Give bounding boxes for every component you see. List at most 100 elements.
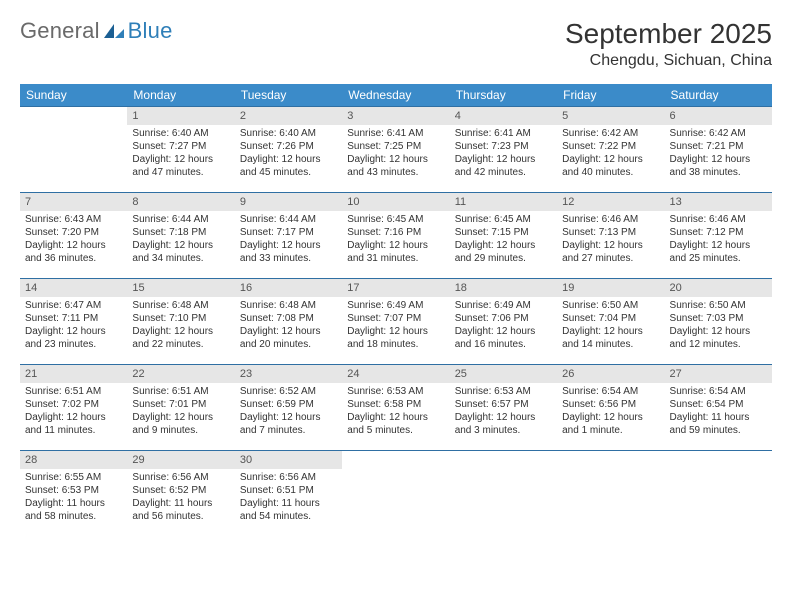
day-cell: 10Sunrise: 6:45 AMSunset: 7:16 PMDayligh… bbox=[342, 193, 449, 279]
sunset-text: Sunset: 7:22 PM bbox=[562, 140, 659, 153]
sunrise-text: Sunrise: 6:55 AM bbox=[25, 471, 122, 484]
day-number: 24 bbox=[342, 365, 449, 383]
title-block: September 2025 Chengdu, Sichuan, China bbox=[565, 18, 772, 70]
day-details: Sunrise: 6:40 AMSunset: 7:27 PMDaylight:… bbox=[127, 125, 234, 183]
day-number: 11 bbox=[450, 193, 557, 211]
day-details: Sunrise: 6:56 AMSunset: 6:52 PMDaylight:… bbox=[127, 469, 234, 527]
day-cell: .. bbox=[665, 451, 772, 537]
sunrise-text: Sunrise: 6:52 AM bbox=[240, 385, 337, 398]
day-details: Sunrise: 6:47 AMSunset: 7:11 PMDaylight:… bbox=[20, 297, 127, 355]
sunrise-text: Sunrise: 6:40 AM bbox=[240, 127, 337, 140]
sunrise-text: Sunrise: 6:48 AM bbox=[240, 299, 337, 312]
day-details: Sunrise: 6:44 AMSunset: 7:17 PMDaylight:… bbox=[235, 211, 342, 269]
day-number: 9 bbox=[235, 193, 342, 211]
sunset-text: Sunset: 6:53 PM bbox=[25, 484, 122, 497]
day-number: 30 bbox=[235, 451, 342, 469]
sunset-text: Sunset: 7:20 PM bbox=[25, 226, 122, 239]
daylight-text: Daylight: 12 hours and 36 minutes. bbox=[25, 239, 122, 265]
day-number: 19 bbox=[557, 279, 664, 297]
day-number: 8 bbox=[127, 193, 234, 211]
daylight-text: Daylight: 12 hours and 47 minutes. bbox=[132, 153, 229, 179]
daylight-text: Daylight: 12 hours and 33 minutes. bbox=[240, 239, 337, 265]
sunrise-text: Sunrise: 6:56 AM bbox=[132, 471, 229, 484]
daylight-text: Daylight: 12 hours and 16 minutes. bbox=[455, 325, 552, 351]
sunrise-text: Sunrise: 6:45 AM bbox=[455, 213, 552, 226]
sunrise-text: Sunrise: 6:45 AM bbox=[347, 213, 444, 226]
sunset-text: Sunset: 7:18 PM bbox=[132, 226, 229, 239]
day-cell: 15Sunrise: 6:48 AMSunset: 7:10 PMDayligh… bbox=[127, 279, 234, 365]
day-details: Sunrise: 6:46 AMSunset: 7:12 PMDaylight:… bbox=[665, 211, 772, 269]
daylight-text: Daylight: 12 hours and 38 minutes. bbox=[670, 153, 767, 179]
daylight-text: Daylight: 12 hours and 27 minutes. bbox=[562, 239, 659, 265]
brand-part1: General bbox=[20, 18, 100, 44]
day-cell: 11Sunrise: 6:45 AMSunset: 7:15 PMDayligh… bbox=[450, 193, 557, 279]
sunset-text: Sunset: 7:25 PM bbox=[347, 140, 444, 153]
day-details: Sunrise: 6:46 AMSunset: 7:13 PMDaylight:… bbox=[557, 211, 664, 269]
sunrise-text: Sunrise: 6:47 AM bbox=[25, 299, 122, 312]
day-details: Sunrise: 6:54 AMSunset: 6:54 PMDaylight:… bbox=[665, 383, 772, 441]
week-row: 28Sunrise: 6:55 AMSunset: 6:53 PMDayligh… bbox=[20, 451, 772, 537]
sunrise-text: Sunrise: 6:46 AM bbox=[670, 213, 767, 226]
day-cell: 7Sunrise: 6:43 AMSunset: 7:20 PMDaylight… bbox=[20, 193, 127, 279]
day-details: Sunrise: 6:50 AMSunset: 7:04 PMDaylight:… bbox=[557, 297, 664, 355]
week-row: 14Sunrise: 6:47 AMSunset: 7:11 PMDayligh… bbox=[20, 279, 772, 365]
day-header-row: Sunday Monday Tuesday Wednesday Thursday… bbox=[20, 84, 772, 107]
day-cell: 19Sunrise: 6:50 AMSunset: 7:04 PMDayligh… bbox=[557, 279, 664, 365]
day-cell: 27Sunrise: 6:54 AMSunset: 6:54 PMDayligh… bbox=[665, 365, 772, 451]
sunrise-text: Sunrise: 6:43 AM bbox=[25, 213, 122, 226]
day-number: 23 bbox=[235, 365, 342, 383]
location: Chengdu, Sichuan, China bbox=[565, 52, 772, 70]
sunset-text: Sunset: 7:03 PM bbox=[670, 312, 767, 325]
day-details: Sunrise: 6:44 AMSunset: 7:18 PMDaylight:… bbox=[127, 211, 234, 269]
sunset-text: Sunset: 7:27 PM bbox=[132, 140, 229, 153]
sail-icon bbox=[102, 22, 126, 40]
day-cell: 24Sunrise: 6:53 AMSunset: 6:58 PMDayligh… bbox=[342, 365, 449, 451]
day-cell: 8Sunrise: 6:44 AMSunset: 7:18 PMDaylight… bbox=[127, 193, 234, 279]
month-title: September 2025 bbox=[565, 18, 772, 50]
sunrise-text: Sunrise: 6:42 AM bbox=[562, 127, 659, 140]
sunrise-text: Sunrise: 6:54 AM bbox=[562, 385, 659, 398]
day-cell: 14Sunrise: 6:47 AMSunset: 7:11 PMDayligh… bbox=[20, 279, 127, 365]
daylight-text: Daylight: 12 hours and 42 minutes. bbox=[455, 153, 552, 179]
day-cell: 20Sunrise: 6:50 AMSunset: 7:03 PMDayligh… bbox=[665, 279, 772, 365]
day-cell: 22Sunrise: 6:51 AMSunset: 7:01 PMDayligh… bbox=[127, 365, 234, 451]
sunrise-text: Sunrise: 6:44 AM bbox=[240, 213, 337, 226]
day-details: Sunrise: 6:55 AMSunset: 6:53 PMDaylight:… bbox=[20, 469, 127, 527]
day-header: Friday bbox=[557, 84, 664, 107]
day-details: Sunrise: 6:43 AMSunset: 7:20 PMDaylight:… bbox=[20, 211, 127, 269]
sunset-text: Sunset: 7:11 PM bbox=[25, 312, 122, 325]
week-row: 7Sunrise: 6:43 AMSunset: 7:20 PMDaylight… bbox=[20, 193, 772, 279]
day-details: Sunrise: 6:51 AMSunset: 7:02 PMDaylight:… bbox=[20, 383, 127, 441]
day-number: 21 bbox=[20, 365, 127, 383]
day-number: 1 bbox=[127, 107, 234, 125]
day-cell: 29Sunrise: 6:56 AMSunset: 6:52 PMDayligh… bbox=[127, 451, 234, 537]
day-header: Wednesday bbox=[342, 84, 449, 107]
day-details: Sunrise: 6:40 AMSunset: 7:26 PMDaylight:… bbox=[235, 125, 342, 183]
daylight-text: Daylight: 11 hours and 58 minutes. bbox=[25, 497, 122, 523]
daylight-text: Daylight: 12 hours and 34 minutes. bbox=[132, 239, 229, 265]
daylight-text: Daylight: 12 hours and 43 minutes. bbox=[347, 153, 444, 179]
sunrise-text: Sunrise: 6:56 AM bbox=[240, 471, 337, 484]
sunrise-text: Sunrise: 6:50 AM bbox=[670, 299, 767, 312]
day-details: Sunrise: 6:48 AMSunset: 7:10 PMDaylight:… bbox=[127, 297, 234, 355]
day-details: Sunrise: 6:41 AMSunset: 7:25 PMDaylight:… bbox=[342, 125, 449, 183]
sunset-text: Sunset: 7:13 PM bbox=[562, 226, 659, 239]
daylight-text: Daylight: 12 hours and 31 minutes. bbox=[347, 239, 444, 265]
day-cell: 3Sunrise: 6:41 AMSunset: 7:25 PMDaylight… bbox=[342, 107, 449, 193]
day-cell: 2Sunrise: 6:40 AMSunset: 7:26 PMDaylight… bbox=[235, 107, 342, 193]
day-details: Sunrise: 6:53 AMSunset: 6:57 PMDaylight:… bbox=[450, 383, 557, 441]
day-number: 2 bbox=[235, 107, 342, 125]
sunset-text: Sunset: 7:10 PM bbox=[132, 312, 229, 325]
day-details: Sunrise: 6:56 AMSunset: 6:51 PMDaylight:… bbox=[235, 469, 342, 527]
week-row: 21Sunrise: 6:51 AMSunset: 7:02 PMDayligh… bbox=[20, 365, 772, 451]
day-header: Tuesday bbox=[235, 84, 342, 107]
day-number: 7 bbox=[20, 193, 127, 211]
sunrise-text: Sunrise: 6:42 AM bbox=[670, 127, 767, 140]
daylight-text: Daylight: 12 hours and 11 minutes. bbox=[25, 411, 122, 437]
sunset-text: Sunset: 7:02 PM bbox=[25, 398, 122, 411]
sunrise-text: Sunrise: 6:49 AM bbox=[455, 299, 552, 312]
day-cell: 1Sunrise: 6:40 AMSunset: 7:27 PMDaylight… bbox=[127, 107, 234, 193]
day-cell: .. bbox=[20, 107, 127, 193]
day-number: 17 bbox=[342, 279, 449, 297]
day-cell: .. bbox=[557, 451, 664, 537]
